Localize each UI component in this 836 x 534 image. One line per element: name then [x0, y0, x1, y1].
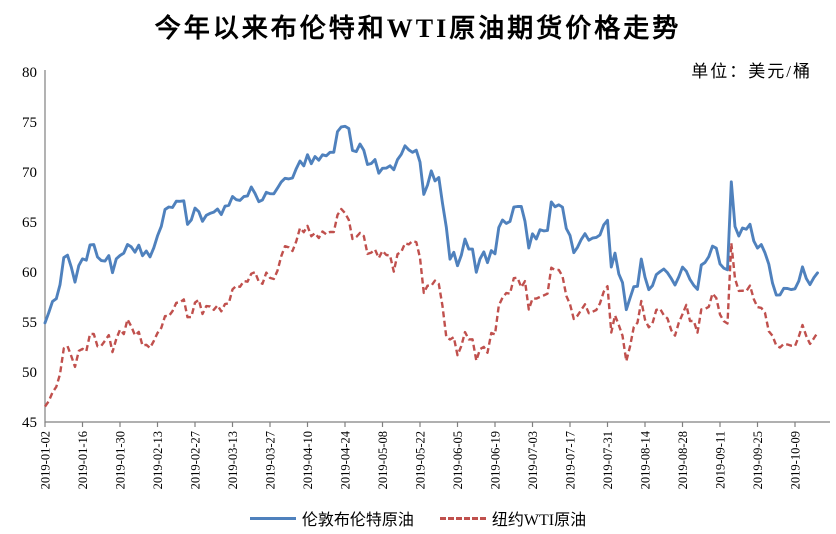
svg-text:2019-06-05: 2019-06-05: [451, 431, 465, 489]
svg-text:2019-05-22: 2019-05-22: [414, 431, 428, 489]
svg-text:2019-01-02: 2019-01-02: [39, 431, 53, 489]
svg-text:2019-08-14: 2019-08-14: [639, 430, 653, 489]
svg-text:2019-09-11: 2019-09-11: [714, 431, 728, 489]
legend-label-wti: 纽约WTI原油: [491, 512, 587, 529]
svg-text:2019-07-03: 2019-07-03: [526, 431, 540, 489]
svg-text:2019-08-28: 2019-08-28: [676, 431, 690, 489]
svg-text:2019-09-25: 2019-09-25: [751, 431, 765, 489]
wti-line-swatch-icon: [439, 516, 486, 520]
legend: 伦敦布伦特原油 纽约WTI原油: [0, 506, 836, 530]
svg-text:2019-04-10: 2019-04-10: [301, 431, 315, 489]
svg-text:2019-05-08: 2019-05-08: [376, 431, 390, 489]
svg-text:2019-01-30: 2019-01-30: [114, 431, 128, 489]
svg-text:2019-02-13: 2019-02-13: [151, 431, 165, 489]
svg-text:50: 50: [22, 365, 37, 381]
legend-item-wti: 纽约WTI原油: [439, 506, 587, 530]
svg-text:2019-03-27: 2019-03-27: [264, 431, 278, 489]
svg-text:2019-04-24: 2019-04-24: [339, 430, 353, 489]
svg-text:65: 65: [22, 215, 37, 231]
svg-text:70: 70: [22, 165, 37, 181]
svg-text:2019-07-31: 2019-07-31: [601, 431, 615, 489]
svg-text:75: 75: [22, 115, 37, 131]
svg-text:2019-07-17: 2019-07-17: [564, 431, 578, 489]
svg-text:2019-06-19: 2019-06-19: [489, 431, 503, 489]
brent-line-swatch-icon: [249, 516, 296, 520]
svg-text:2019-10-09: 2019-10-09: [789, 431, 803, 489]
svg-text:55: 55: [22, 315, 37, 331]
svg-text:80: 80: [22, 65, 37, 81]
unit-label: 单位：美元/桶: [691, 62, 812, 81]
svg-text:2019-03-13: 2019-03-13: [226, 431, 240, 489]
svg-text:45: 45: [22, 415, 37, 431]
svg-text:2019-02-27: 2019-02-27: [189, 431, 203, 489]
svg-text:2019-01-16: 2019-01-16: [76, 431, 90, 489]
svg-text:60: 60: [22, 265, 37, 281]
legend-label-brent: 伦敦布伦特原油: [301, 512, 414, 529]
legend-item-brent: 伦敦布伦特原油: [249, 506, 414, 530]
chart-title: 今年以来布伦特和WTI原油期货价格走势: [154, 14, 682, 43]
